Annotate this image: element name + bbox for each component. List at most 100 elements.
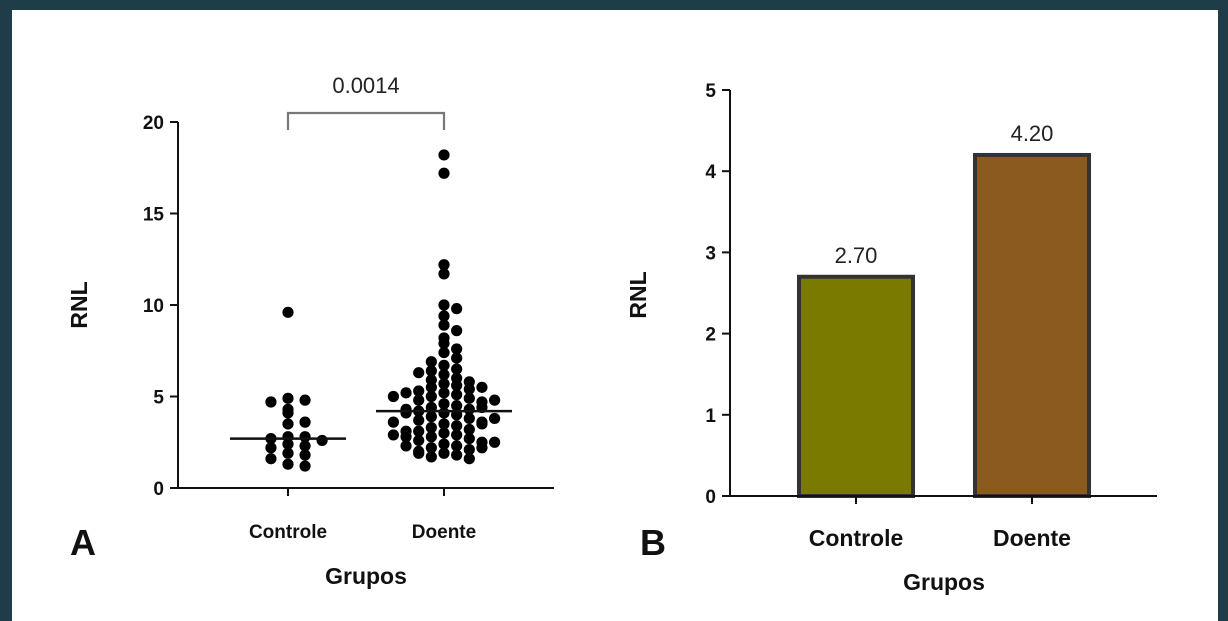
bar: [797, 274, 915, 499]
data-point: [387, 416, 399, 428]
data-point: [463, 392, 475, 404]
data-point: [438, 167, 450, 179]
data-point: [451, 303, 463, 315]
y-tick-label: 5: [153, 388, 164, 409]
x-tick-label: Doente: [993, 525, 1071, 551]
data-point: [438, 299, 450, 311]
y-tick-label: 5: [705, 81, 716, 102]
data-point: [489, 436, 501, 448]
data-point: [282, 418, 294, 430]
data-point: [413, 425, 425, 437]
data-point: [438, 368, 450, 381]
data-point: [476, 442, 488, 454]
data-point: [413, 385, 425, 397]
data-point: [438, 310, 450, 322]
data-point: [425, 442, 437, 454]
data-point: [438, 337, 450, 350]
data-point: [451, 389, 463, 401]
data-point: [438, 418, 450, 430]
significance-bracket: [286, 111, 446, 130]
data-point: [451, 400, 463, 412]
y-tick-label: 0: [705, 487, 716, 508]
data-point: [265, 453, 277, 465]
data-point: [400, 440, 412, 452]
bar-value-label: 2.70: [835, 243, 878, 268]
y-tick-label: 0: [153, 479, 164, 500]
data-point: [438, 319, 450, 331]
data-point: [451, 363, 463, 375]
x-tick-label: Controle: [809, 525, 904, 551]
data-point: [316, 434, 328, 447]
data-point: [413, 394, 425, 406]
data-point: [463, 423, 475, 436]
significance-annotation: 0.0014: [332, 73, 399, 98]
data-point: [451, 429, 463, 441]
y-tick-label: 20: [143, 113, 164, 134]
data-point: [282, 407, 294, 419]
data-point: [299, 440, 311, 452]
data-point: [438, 359, 450, 371]
data-point: [413, 434, 425, 447]
data-point: [299, 416, 311, 428]
data-point: [438, 378, 450, 390]
data-point: [463, 453, 475, 465]
data-point: [400, 387, 412, 399]
data-point: [387, 429, 399, 441]
data-point: [282, 306, 294, 318]
data-point: [282, 438, 294, 450]
y-axis-title: RNL: [625, 271, 651, 318]
data-point: [299, 394, 311, 406]
data-point: [451, 379, 463, 392]
panel-b: 2.70 4.20 0 1 2 3 4 5 Controle Doente Grupos RNL B: [625, 81, 1157, 595]
data-point: [438, 387, 450, 399]
data-point: [265, 396, 277, 408]
data-point: [413, 414, 425, 426]
data-point: [438, 398, 450, 410]
data-point: [265, 442, 277, 454]
data-point: [425, 431, 437, 443]
bar: [973, 152, 1091, 499]
data-point: [400, 403, 412, 415]
data-point: [438, 149, 450, 161]
data-point: [299, 460, 311, 472]
data-point: [425, 422, 437, 434]
x-tick-label: Controle: [249, 522, 327, 543]
x-tick-label: Doente: [412, 522, 476, 543]
y-tick-label: 3: [705, 243, 716, 264]
data-point: [425, 411, 437, 423]
data-point: [282, 458, 294, 470]
y-axis-title: RNL: [66, 281, 92, 328]
data-point: [425, 451, 437, 463]
data-point: [451, 325, 463, 337]
y-tick-label: 15: [143, 205, 165, 226]
data-point: [489, 412, 501, 425]
data-point: [438, 427, 450, 439]
data-point: [425, 390, 437, 403]
panel-letter-a: A: [70, 522, 96, 563]
data-point: [438, 407, 450, 419]
data-point: [438, 438, 450, 450]
data-point: [425, 356, 437, 368]
data-point: [438, 259, 450, 271]
panel-letter-b: B: [640, 522, 666, 563]
data-point: [299, 449, 311, 461]
data-point: [438, 447, 450, 459]
data-point: [438, 346, 450, 359]
x-axis-title: Grupos: [903, 569, 985, 595]
y-tick-label: 4: [705, 162, 716, 183]
data-point: [451, 420, 463, 432]
data-point: [413, 367, 425, 379]
bar-value-label: 4.20: [1011, 121, 1054, 146]
data-point: [451, 352, 463, 364]
data-point: [387, 390, 399, 403]
y-tick-label: 2: [705, 325, 716, 346]
data-point: [463, 412, 475, 425]
data-point: [489, 394, 501, 406]
data-point: [413, 447, 425, 459]
data-point: [425, 365, 437, 377]
data-point: [476, 381, 488, 393]
data-point: [425, 381, 437, 393]
y-tick-label: 10: [143, 296, 164, 317]
